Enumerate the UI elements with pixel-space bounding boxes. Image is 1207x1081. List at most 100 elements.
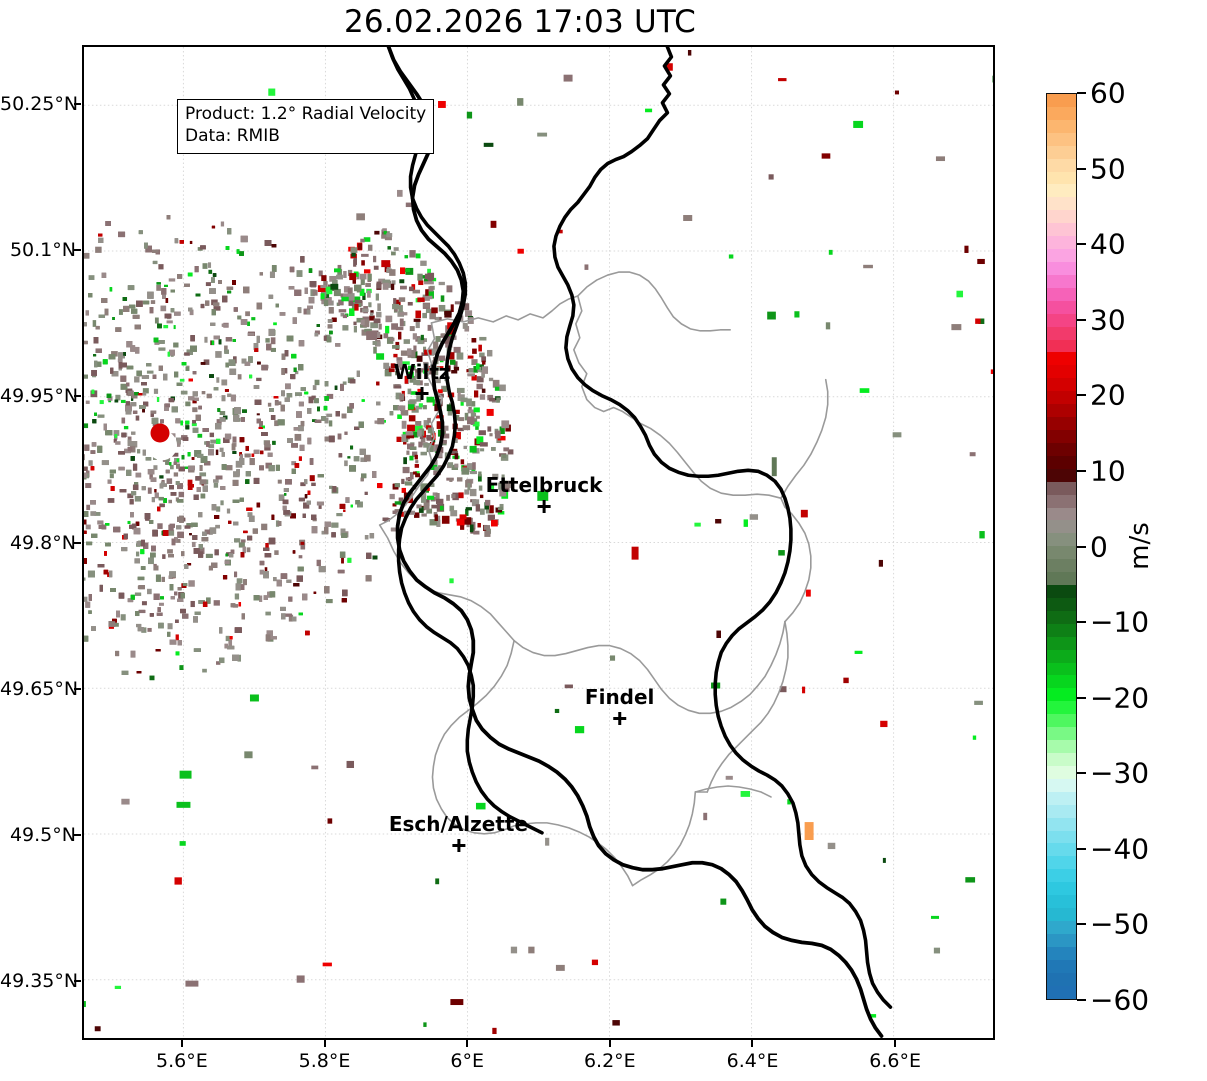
radar-echo-cell	[232, 499, 240, 503]
radar-echo-cell	[382, 279, 391, 284]
radar-echo-cell	[353, 296, 361, 302]
radar-echo-cell	[343, 509, 346, 512]
radar-echo-cell	[286, 335, 294, 342]
radar-echo-cell	[149, 307, 154, 314]
radar-echo-cell	[473, 366, 479, 373]
radar-echo-cell	[232, 339, 236, 342]
radar-echo-cell	[129, 524, 134, 529]
radar-echo-cell	[197, 453, 204, 458]
radar-echo-cell	[174, 371, 179, 378]
radar-echo-cell	[400, 285, 407, 290]
radar-echo-cell	[138, 230, 143, 235]
radar-echo-cell	[157, 323, 162, 329]
radar-echo-cell	[394, 501, 402, 505]
radar-echo-cell	[366, 552, 372, 559]
radar-echo-cell	[490, 484, 495, 491]
radar-echo-cell	[403, 268, 410, 272]
radar-echo-cell	[177, 640, 182, 646]
radar-echo-cell	[306, 309, 311, 315]
radar-echo-cell	[364, 535, 369, 540]
radar-echo-cell	[84, 423, 89, 429]
radar-echo-cell	[138, 393, 143, 396]
radar-echo-cell	[477, 367, 482, 373]
radar-echo-cell	[264, 567, 268, 572]
map-plot-area[interactable]: Product: 1.2° Radial Velocity Data: RMIB…	[82, 45, 995, 1040]
radar-echo-cell	[418, 368, 425, 373]
radar-echo-cell	[208, 444, 215, 449]
radar-echo-cell	[342, 589, 348, 597]
radar-echo-cell	[413, 425, 420, 432]
radar-echo-cell	[84, 322, 87, 327]
radar-echo-cell	[385, 325, 390, 334]
radar-echo-cell	[418, 425, 423, 431]
radar-echo-cell	[335, 411, 340, 417]
radar-echo-cell	[317, 406, 320, 412]
radar-echo-cell	[169, 523, 175, 528]
radar-echo-cell	[281, 353, 286, 360]
radar-echo-cell	[213, 600, 220, 606]
radar-echo-cell	[195, 414, 201, 421]
radar-echo-cell	[477, 474, 482, 482]
radar-echo-cell	[308, 396, 314, 404]
radar-echo-cell	[177, 516, 181, 522]
radar-echo-cell	[195, 476, 202, 481]
radar-echo-cell	[376, 381, 380, 386]
radar-echo-cell	[350, 445, 354, 450]
radar-echo-cell	[364, 454, 371, 462]
radar-echo-cell	[349, 379, 356, 384]
radar-echo-cell	[347, 269, 353, 277]
radar-echo-cell	[155, 649, 161, 652]
radar-echo-cell	[84, 252, 90, 259]
radar-echo-cell	[200, 493, 206, 499]
radar-echo-cell	[182, 466, 188, 469]
radar-echo-cell	[308, 296, 315, 304]
radar-echo-cell	[132, 410, 138, 414]
radar-echo-cell	[507, 449, 514, 455]
radar-echo-cell	[211, 562, 218, 568]
radar-echo-cell	[291, 468, 296, 474]
radar-echo-cell	[330, 283, 339, 290]
radar-echo-cell	[264, 443, 271, 451]
radar-echo-cell	[279, 312, 286, 316]
radar-echo-cell	[110, 588, 116, 592]
radar-echo-cell	[498, 482, 503, 490]
y-tick-label: 49.5°N	[9, 824, 76, 847]
radar-echo-cell	[156, 284, 161, 291]
radar-echo-cell	[161, 576, 165, 582]
radar-echo-cell	[199, 479, 207, 485]
radar-echo-cell	[126, 382, 130, 387]
radar-echo-cell	[282, 499, 289, 505]
radar-echo-cell	[369, 315, 375, 321]
radar-echo-cell	[284, 350, 289, 357]
radar-echo-cell	[90, 466, 95, 471]
radar-echo-cell	[264, 440, 270, 448]
radar-echo-cell	[84, 577, 86, 581]
radar-echo-cell	[85, 524, 91, 530]
radar-echo-cell	[324, 381, 329, 387]
radar-echo-cell	[230, 603, 236, 608]
radar-echo-cell	[147, 627, 152, 632]
radar-echo-cell	[278, 494, 285, 501]
radar-echo-cell	[311, 395, 316, 400]
radar-echo-cell	[314, 398, 319, 404]
radar-echo-cell	[415, 405, 423, 410]
radar-echo-cell	[198, 512, 203, 518]
radar-echo-cell	[221, 452, 225, 457]
radar-echo-cell	[413, 379, 421, 385]
x-tick-label: 6.6°E	[869, 1050, 922, 1072]
radar-echo-cell	[376, 353, 385, 360]
radar-echo-cell	[487, 349, 493, 357]
radar-echo-cell	[404, 375, 409, 384]
radar-echo-cell	[479, 352, 485, 358]
radar-echo-cell	[401, 420, 407, 429]
radar-echo-cell	[220, 486, 226, 490]
radar-echo-cell	[233, 307, 238, 312]
radar-echo-cell	[424, 382, 429, 386]
radar-echo-cell	[338, 309, 347, 313]
radar-echo-cell	[411, 430, 419, 438]
radar-echo-cell	[115, 650, 120, 657]
radar-echo-cell	[198, 547, 205, 554]
radar-echo-cell	[140, 549, 145, 555]
radar-echo-cell	[277, 479, 282, 484]
